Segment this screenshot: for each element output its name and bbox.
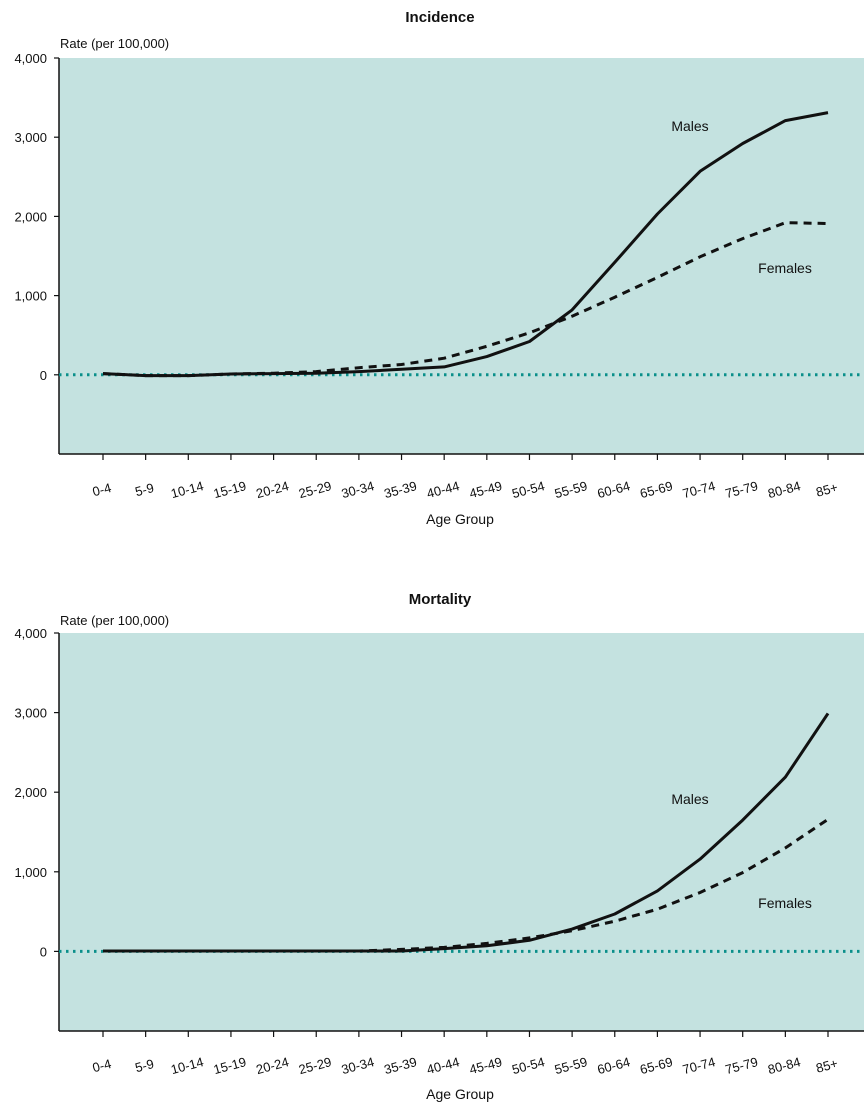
y-tick-label: 4,000 (14, 626, 47, 641)
x-tick-label: 40-44 (425, 1054, 461, 1077)
x-tick-label: 5-9 (133, 1056, 155, 1075)
incidence-panel: Incidence Rate (per 100,000) 4,000 3,000 2… (14, 9, 864, 527)
axes (58, 633, 864, 1032)
series-lines (102, 111, 829, 378)
x-tick-label: 65-69 (638, 478, 674, 501)
x-tick-label: 20-24 (254, 478, 290, 501)
x-tick-label: 15-19 (212, 478, 248, 501)
series-label-males: Males (671, 791, 708, 807)
x-tick-label: 50-54 (510, 1054, 546, 1077)
series-label-females: Females (758, 260, 812, 276)
x-tick-label: 5-9 (133, 480, 155, 499)
y-axis-ticks: 4,000 3,000 2,000 1,000 0 (14, 626, 59, 959)
y-tick-label: 2,000 (14, 785, 47, 800)
mortality-panel: Mortality Rate (per 100,000) 4,000 3,000 2… (14, 591, 864, 1102)
series-line-males (102, 111, 829, 378)
y-tick-label: 2,000 (14, 209, 47, 224)
x-tick-label: 85+ (814, 1056, 839, 1076)
plot-area (59, 58, 864, 454)
x-tick-label: 45-49 (468, 1054, 504, 1077)
x-tick-label: 60-64 (596, 478, 632, 501)
x-tick-label: 55-59 (553, 478, 589, 501)
plot-area (59, 633, 864, 1031)
x-tick-label: 0-4 (91, 1056, 113, 1075)
series-lines (103, 712, 830, 953)
chart-title: Mortality (409, 591, 472, 608)
y-tick-label: 3,000 (14, 130, 47, 145)
y-tick-label: 3,000 (14, 706, 47, 721)
x-tick-label: 0-4 (91, 480, 113, 499)
x-axis-label: Age Group (426, 1086, 494, 1102)
y-tick-label: 4,000 (14, 51, 47, 66)
x-tick-label: 20-24 (254, 1054, 290, 1077)
series-label-females: Females (758, 895, 812, 911)
x-tick-label: 30-34 (340, 478, 376, 501)
chart-title: Incidence (405, 9, 474, 26)
y-axis-ticks: 4,000 3,000 2,000 1,000 0 (14, 51, 59, 383)
y-tick-label: 0 (40, 368, 47, 383)
y-axis-label: Rate (per 100,000) (60, 36, 169, 51)
x-tick-label: 55-59 (553, 1054, 589, 1077)
x-tick-label: 80-84 (766, 1054, 802, 1077)
x-tick-label: 30-34 (340, 1054, 376, 1077)
y-tick-label: 1,000 (14, 289, 47, 304)
x-tick-label: 65-69 (638, 1054, 674, 1077)
x-tick-label: 70-74 (681, 478, 717, 501)
x-tick-label: 70-74 (681, 1054, 717, 1077)
x-axis-ticks: 0-4 5-9 10-14 15-19 20-24 25-29 30-34 35-39 40-4… (91, 454, 839, 501)
x-axis-ticks: 0-4 5-9 10-14 15-19 20-24 25-29 30-34 35-39 40-4… (91, 1031, 839, 1077)
x-tick-label: 25-29 (297, 1054, 333, 1077)
x-tick-label: 10-14 (169, 1054, 205, 1077)
y-axis-label: Rate (per 100,000) (60, 613, 169, 628)
axes (58, 58, 864, 455)
x-tick-label: 75-79 (724, 1054, 760, 1077)
x-tick-label: 75-79 (724, 478, 760, 501)
x-tick-label: 35-39 (382, 1054, 418, 1077)
y-tick-label: 1,000 (14, 865, 47, 880)
x-tick-label: 45-49 (468, 478, 504, 501)
x-tick-label: 60-64 (596, 1054, 632, 1077)
series-line-females (102, 221, 829, 378)
x-axis-label: Age Group (426, 511, 494, 527)
x-tick-label: 40-44 (425, 478, 461, 501)
y-tick-label: 0 (40, 944, 47, 959)
x-tick-label: 85+ (814, 480, 839, 500)
x-tick-label: 80-84 (766, 478, 802, 501)
x-tick-label: 50-54 (510, 478, 546, 501)
x-tick-label: 10-14 (169, 478, 205, 501)
series-label-males: Males (671, 118, 708, 134)
series-line-males (103, 712, 830, 953)
x-tick-label: 25-29 (297, 478, 333, 501)
x-tick-label: 15-19 (212, 1054, 248, 1077)
x-tick-label: 35-39 (382, 478, 418, 501)
